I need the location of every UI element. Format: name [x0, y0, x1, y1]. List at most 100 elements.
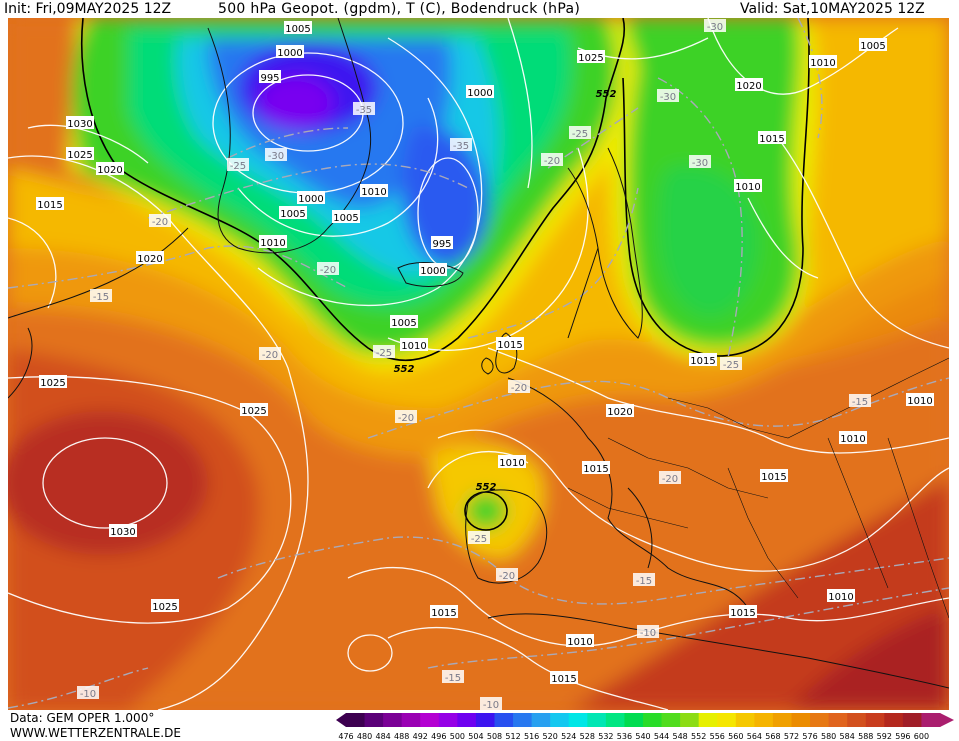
svg-text:1015: 1015	[690, 356, 715, 367]
temperature-label: -35	[450, 138, 472, 152]
colorbar-swatch	[550, 713, 570, 727]
svg-text:1020: 1020	[137, 254, 162, 265]
svg-text:1010: 1010	[567, 637, 592, 648]
svg-text:1005: 1005	[860, 41, 885, 52]
pressure-label: 1025	[577, 50, 605, 64]
temperature-label: -25	[373, 345, 395, 359]
colorbar-tick-label: 572	[784, 732, 799, 741]
svg-text:-15: -15	[636, 576, 652, 587]
init-time: Init: Fri,09MAY2025 12Z	[4, 1, 172, 17]
temperature-label: -30	[704, 19, 726, 33]
temperature-label: -15	[90, 289, 112, 303]
colorbar-swatch	[661, 713, 681, 727]
colorbar-swatch	[346, 713, 366, 727]
pressure-label: 1025	[39, 375, 67, 389]
pressure-label: 1025	[66, 147, 94, 161]
colorbar-tick-label: 552	[691, 732, 706, 741]
pressure-labels: 1005 1000 995 1030 1025 1020 1015 1020 1010 1005 1…	[36, 21, 934, 685]
temperature-label: -30	[265, 148, 287, 162]
pressure-label: 1005	[279, 206, 307, 220]
pressure-label: 1005	[390, 315, 418, 329]
colorbar-swatch	[698, 713, 718, 727]
svg-text:1000: 1000	[277, 48, 302, 59]
svg-text:-25: -25	[572, 129, 588, 140]
colorbar-tick-label: 564	[747, 732, 762, 741]
svg-text:1015: 1015	[583, 464, 608, 475]
colorbar-swatch	[921, 713, 941, 727]
colorbar-swatch	[605, 713, 625, 727]
colorbar-max-arrow	[940, 713, 954, 727]
isotherm-contours	[8, 18, 949, 709]
colorbar-tick-label: 528	[580, 732, 595, 741]
colorbar-legend: 476 480 484 488 492 496 500 504 508 512 516 520 524 5…	[336, 713, 954, 741]
data-source: Data: GEM OPER 1.000°	[10, 711, 155, 725]
svg-text:1015: 1015	[497, 340, 522, 351]
pressure-label: 1015	[689, 353, 717, 367]
isobar-contours	[8, 18, 949, 710]
pressure-label: 1010	[498, 455, 526, 469]
geopotential-label: 552	[596, 89, 617, 100]
svg-text:-20: -20	[544, 156, 560, 167]
colorbar-tick-label: 560	[728, 732, 743, 741]
colorbar-tick-label: 484	[375, 732, 390, 741]
svg-text:-25: -25	[376, 348, 392, 359]
svg-text:1015: 1015	[761, 472, 786, 483]
colorbar-tick-label: 596	[895, 732, 910, 741]
svg-text:-25: -25	[723, 360, 739, 371]
colorbar-swatch	[438, 713, 458, 727]
colorbar-tick-label: 532	[598, 732, 613, 741]
colorbar-tick-label: 580	[821, 732, 836, 741]
svg-text:-30: -30	[268, 151, 284, 162]
colorbar-tick-label: 492	[413, 732, 428, 741]
pressure-label: 1015	[760, 469, 788, 483]
svg-text:1025: 1025	[40, 378, 65, 389]
colorbar-swatch	[902, 713, 922, 727]
colorbar-tick-label: 512	[505, 732, 520, 741]
pressure-label: 1015	[582, 461, 610, 475]
svg-text:-20: -20	[499, 571, 515, 582]
pressure-label: 1015	[729, 605, 757, 619]
svg-text:1030: 1030	[67, 119, 92, 130]
svg-text:1015: 1015	[759, 134, 784, 145]
colorbar-tick-label: 544	[654, 732, 669, 741]
svg-text:1005: 1005	[285, 24, 310, 35]
svg-text:-15: -15	[852, 397, 868, 408]
pressure-label: 1015	[496, 337, 524, 351]
geopotential-field	[8, 18, 949, 710]
colorbar-min-arrow	[336, 713, 346, 727]
colorbar-tick-label: 480	[357, 732, 372, 741]
temperature-label: -25	[227, 158, 249, 172]
svg-text:-20: -20	[398, 413, 414, 424]
temperature-label: -20	[149, 214, 171, 228]
pressure-label: 1015	[36, 197, 64, 211]
pressure-label: 1015	[430, 605, 458, 619]
colorbar-tick-label: 588	[858, 732, 873, 741]
colorbar-tick-label: 536	[617, 732, 632, 741]
svg-text:995: 995	[432, 239, 451, 250]
colorbar-swatch	[828, 713, 848, 727]
pressure-label: 1020	[96, 162, 124, 176]
svg-text:1005: 1005	[333, 213, 358, 224]
svg-text:-20: -20	[662, 474, 678, 485]
temperature-label: -20	[496, 568, 518, 582]
geopotential-label: 552	[394, 364, 415, 375]
svg-text:-25: -25	[471, 534, 487, 545]
pressure-label: 995	[431, 236, 453, 250]
svg-text:-15: -15	[93, 292, 109, 303]
pressure-label: 1020	[136, 251, 164, 265]
svg-text:1005: 1005	[391, 318, 416, 329]
temperature-label: -20	[259, 347, 281, 361]
svg-text:-10: -10	[640, 628, 656, 639]
svg-text:1020: 1020	[97, 165, 122, 176]
colorbar-tick-label: 584	[840, 732, 855, 741]
temperature-label: -30	[657, 89, 679, 103]
temperature-label: -20	[541, 153, 563, 167]
svg-text:552: 552	[476, 482, 497, 493]
svg-text:1010: 1010	[260, 238, 285, 249]
svg-text:1000: 1000	[420, 266, 445, 277]
temperature-label: -15	[442, 670, 464, 684]
colorbar-tick-label: 568	[765, 732, 780, 741]
colorbar-tick-label: 500	[450, 732, 465, 741]
pressure-label: 1025	[151, 599, 179, 613]
temperature-label: -35	[353, 102, 375, 116]
